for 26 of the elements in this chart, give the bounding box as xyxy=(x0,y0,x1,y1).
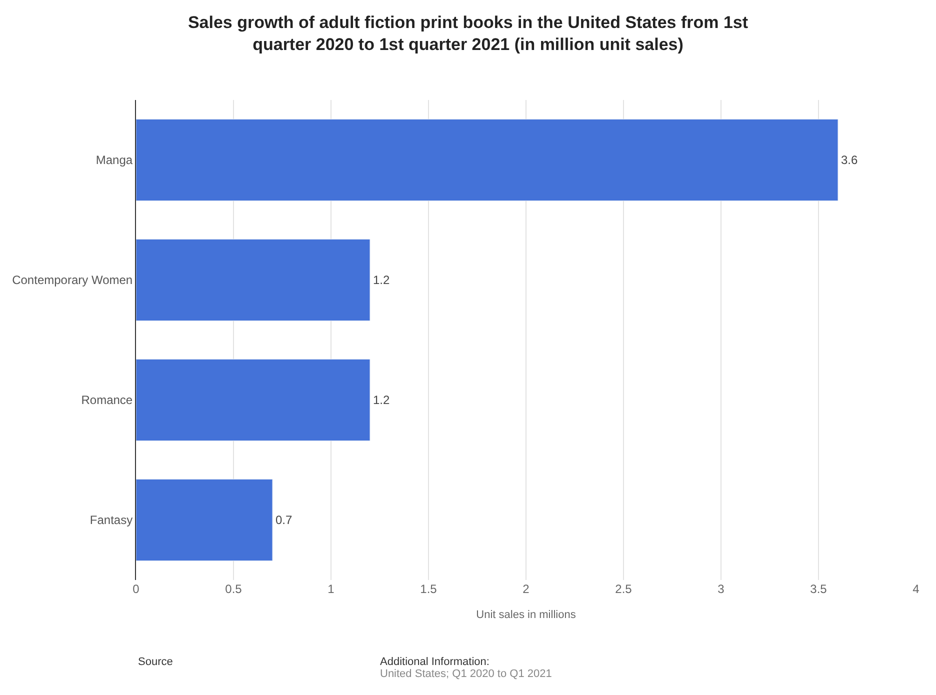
x-tick-label: 2 xyxy=(522,582,530,596)
x-tick-label: 2.5 xyxy=(615,582,632,596)
y-tick-label: Contemporary Women xyxy=(12,273,133,288)
text: United States; Q1 2020 to Q1 2021 xyxy=(380,668,552,680)
x-tick-label: 0 xyxy=(132,582,140,596)
data-label: 1.2 xyxy=(373,393,390,407)
text: Source xyxy=(138,656,173,668)
data-label: 0.7 xyxy=(276,513,293,527)
chart-title: Sales growth of adult fiction print books in the United States from 1st quarter 2020 to 1st quarter 2021 (in million unit sales) xyxy=(188,12,748,54)
y-tick-label: Manga xyxy=(96,153,133,168)
text: Additional Information: xyxy=(380,656,490,668)
x-axis-title: Unit sales in millions xyxy=(476,609,576,622)
bar xyxy=(136,238,370,322)
x-tick-label: 3.5 xyxy=(810,582,828,596)
x-tick-label: 0.5 xyxy=(225,582,242,596)
x-tick-label: 3 xyxy=(718,582,725,596)
data-label: 1.2 xyxy=(373,273,390,287)
x-tick-label: 4 xyxy=(912,582,920,596)
bar xyxy=(136,118,838,202)
bar xyxy=(136,358,370,442)
y-tick-label: Romance xyxy=(81,393,133,408)
x-tick-label: 1 xyxy=(328,582,335,596)
bar xyxy=(136,478,273,562)
x-tick-label: 1.5 xyxy=(420,582,438,596)
data-label: 3.6 xyxy=(841,153,858,167)
y-tick-label: Fantasy xyxy=(90,513,133,528)
